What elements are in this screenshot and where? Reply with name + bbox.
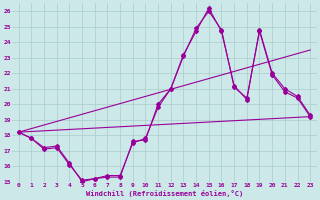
X-axis label: Windchill (Refroidissement éolien,°C): Windchill (Refroidissement éolien,°C) (86, 190, 243, 197)
